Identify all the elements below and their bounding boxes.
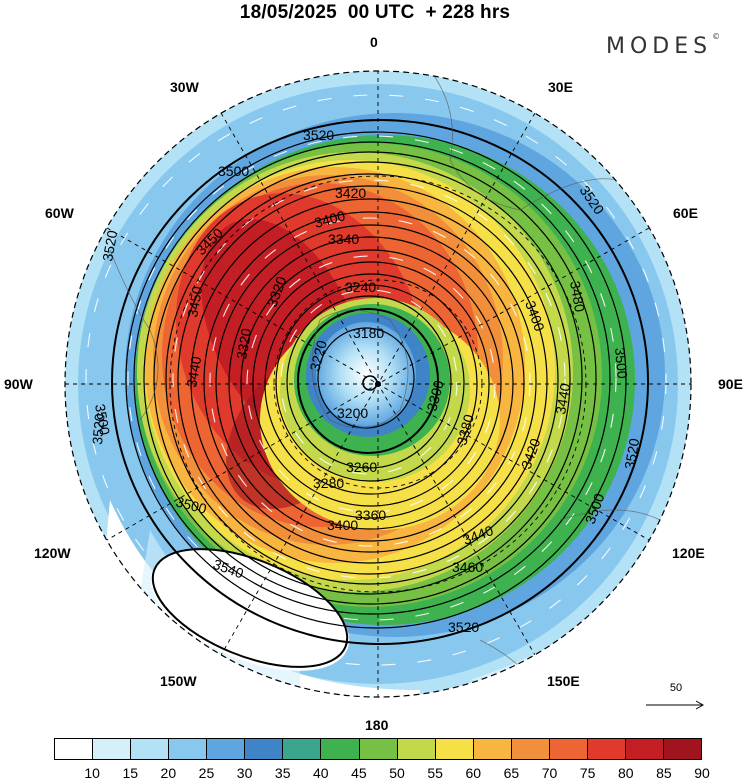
contour-label: 3260 [346,459,377,475]
colorbar-swatch [473,739,512,759]
lon-label-150e: 150E [547,673,580,689]
contour-label: 3280 [313,475,344,491]
contour-label: 3460 [452,559,483,575]
brand-text: MODES [606,34,713,59]
colorbar-swatch [321,739,360,759]
map-title: 18/05/2025 00 UTC + 228 hrs [239,2,511,23]
colorbar-swatch [549,739,588,759]
lon-label-150w: 150W [160,673,197,689]
colorbar-swatch [664,739,702,759]
colorbar-swatch [359,739,398,759]
contour-label: 3240 [345,279,376,295]
reference-vector: 50 [636,682,716,712]
contour-label: 3520 [448,619,479,635]
contour-label: 3440 [552,382,573,416]
colorbar-swatch [169,739,208,759]
brand-mark: © [712,32,721,41]
colorbar-tick-label: 35 [274,765,291,781]
contour-label: 3500 [92,403,113,437]
colorbar-tick-label: 40 [313,765,329,781]
polar-wind-map: 3180 3220 3240 3200 3260 3280 3300 3340 … [64,70,692,698]
contour-label: 3340 [328,231,359,247]
colorbar-tick-label: 30 [236,765,253,781]
contour-label: 3380 [453,412,477,446]
contour-label: 3500 [612,347,631,380]
lon-label-30w: 30W [170,79,199,95]
contour-label: 3520 [89,413,108,446]
brand-logo: MODES© [606,32,721,59]
contour-label: 3520 [99,229,120,263]
colorbar-swatch [625,739,664,759]
colorbar-tick-label: 80 [617,765,634,781]
colorbar-swatch [435,739,474,759]
colorbar-swatch [587,739,626,759]
lon-label-90e: 90E [718,376,743,392]
colorbar-tick-label: 85 [656,765,672,781]
colorbar-swatch [397,739,436,759]
colorbar-tick-label: 45 [351,765,367,781]
contour-label: 3360 [355,507,386,523]
colorbar-swatch [511,739,550,759]
map-boundary [64,70,692,698]
lon-label-60w: 60W [45,205,74,221]
lon-label-180: 180 [365,717,389,733]
colorbar-tick-label: 25 [198,765,215,781]
colorbar-tick-label: 50 [389,765,405,781]
colorbar-tick-label: 20 [160,765,177,781]
colorbar-swatch [245,739,284,759]
colorbar [54,738,702,760]
wind-vectors [85,94,667,666]
lon-label-60e: 60E [673,205,698,221]
colorbar-tick-label: 15 [122,765,139,781]
contour-label: 3200 [337,405,368,421]
colorbar-swatch [207,739,246,759]
contour-label: 3500 [174,493,208,517]
colorbar-tick-label: 10 [84,765,100,781]
colorbar-swatch [55,739,94,759]
graticule [65,71,691,697]
colorbar-tick-label: 90 [694,765,710,781]
lon-label-120w: 120W [34,545,71,561]
contour-label: 3450 [184,285,205,319]
wind-speed-field [65,71,691,697]
colorbar-tick-label: 55 [427,765,443,781]
lon-label-120e: 120E [672,545,705,561]
contour-label: 3180 [353,325,384,341]
contour-label: 3440 [183,355,204,389]
contour-label: 3520 [303,127,334,143]
colorbar-ticks: 10 15 20 25 30 35 40 45 50 55 60 65 70 75 80 85 90 [0,765,750,783]
colorbar-swatch [93,739,132,759]
colorbar-tick-label: 65 [503,765,520,781]
lon-label-90w: 90W [4,376,33,392]
contour-label: 3400 [327,517,358,533]
contour-label: 3320 [233,327,254,361]
colorbar-tick-label: 60 [465,765,482,781]
colorbar-tick-label: 75 [579,765,596,781]
colorbar-swatch [283,739,322,759]
lon-label-0: 0 [370,34,378,50]
contour-label: 3400 [313,207,347,231]
lon-label-30e: 30E [548,79,573,95]
reference-arrow-icon [646,700,705,710]
colorbar-tick-label: 70 [541,765,558,781]
contour-label: 3300 [423,378,447,412]
contour-label: 3420 [335,185,366,201]
reference-vector-label: 50 [669,682,683,694]
contour-label: 3520 [621,437,642,471]
contour-label: 3480 [567,280,588,314]
contour-label: 3220 [306,338,330,372]
contour-label: 3500 [218,163,249,179]
colorbar-swatch [131,739,170,759]
